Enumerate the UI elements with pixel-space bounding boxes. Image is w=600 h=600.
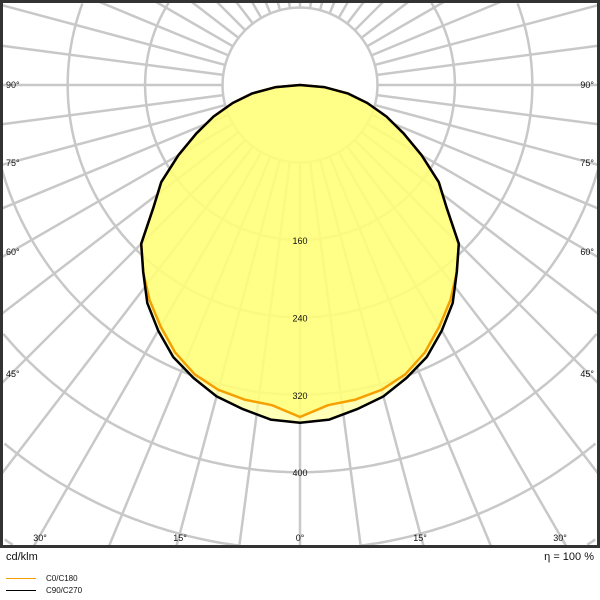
efficiency-label: η = 100 %	[544, 551, 594, 563]
angle-label-bottom: 30°	[553, 533, 567, 543]
grid-spoke	[1, 93, 224, 126]
legend-label: C0/C180	[46, 574, 78, 583]
angle-label-bottom: 15°	[173, 533, 187, 543]
angle-label-bottom: 30°	[33, 533, 47, 543]
grid-spoke	[360, 1, 409, 39]
grid-spoke	[1, 113, 229, 210]
grid-spoke	[318, 1, 324, 11]
grid-spoke	[337, 1, 350, 19]
grid-ring	[4, 538, 596, 546]
grid-spoke	[374, 103, 599, 167]
grid-spoke	[371, 113, 599, 210]
grid-spoke	[1, 103, 226, 167]
chart-frame	[0, 0, 600, 548]
series-line-c90	[139, 83, 461, 425]
angle-label-left: 75°	[6, 158, 20, 168]
grid-spoke	[276, 1, 282, 11]
legend-item-c0: C0/C180	[6, 574, 78, 583]
legend-item-c90: C90/C270	[6, 586, 82, 595]
angle-label-right: 90°	[580, 80, 594, 90]
grid-spoke	[376, 93, 599, 126]
grid-spoke	[374, 3, 599, 67]
grid-spoke	[155, 0, 234, 48]
angle-label-left: 45°	[6, 369, 20, 379]
unit-label: cd/klm	[6, 551, 38, 563]
plot-area	[1, 0, 599, 547]
grid-spoke	[216, 1, 247, 32]
grid-ring	[2, 333, 598, 474]
radial-tick-label: 400	[292, 468, 307, 478]
grid-spoke	[366, 0, 445, 48]
grid-spoke	[1, 3, 226, 67]
grid-spoke	[371, 0, 501, 57]
angle-label-right: 45°	[580, 369, 594, 379]
grid-spoke	[346, 1, 365, 25]
legend-swatch-black	[6, 590, 36, 591]
grid-spoke	[376, 44, 599, 77]
radial-tick-label: 320	[292, 391, 307, 401]
grid-spoke	[250, 1, 263, 19]
grid-spoke	[264, 1, 272, 14]
grid-ring	[3, 442, 597, 547]
angle-label-right: 60°	[580, 247, 594, 257]
grid-spoke	[353, 1, 384, 32]
angle-label-left: 60°	[6, 247, 20, 257]
series-fill-c0	[141, 85, 459, 417]
angle-label-bottom: 0°	[296, 533, 305, 543]
legend-label: C90/C270	[46, 586, 83, 595]
angle-label-left: 90°	[6, 80, 20, 90]
radial-tick-label: 240	[292, 313, 307, 323]
legend-swatch-orange	[6, 578, 36, 579]
grid-spoke	[235, 1, 254, 25]
grid-spoke	[191, 1, 240, 39]
angle-label-right: 75°	[580, 158, 594, 168]
grid-spoke	[1, 44, 224, 77]
radial-tick-label: 160	[292, 236, 307, 246]
grid-spoke	[99, 0, 229, 57]
grid-spoke	[328, 1, 336, 14]
angle-label-bottom: 15°	[413, 533, 427, 543]
